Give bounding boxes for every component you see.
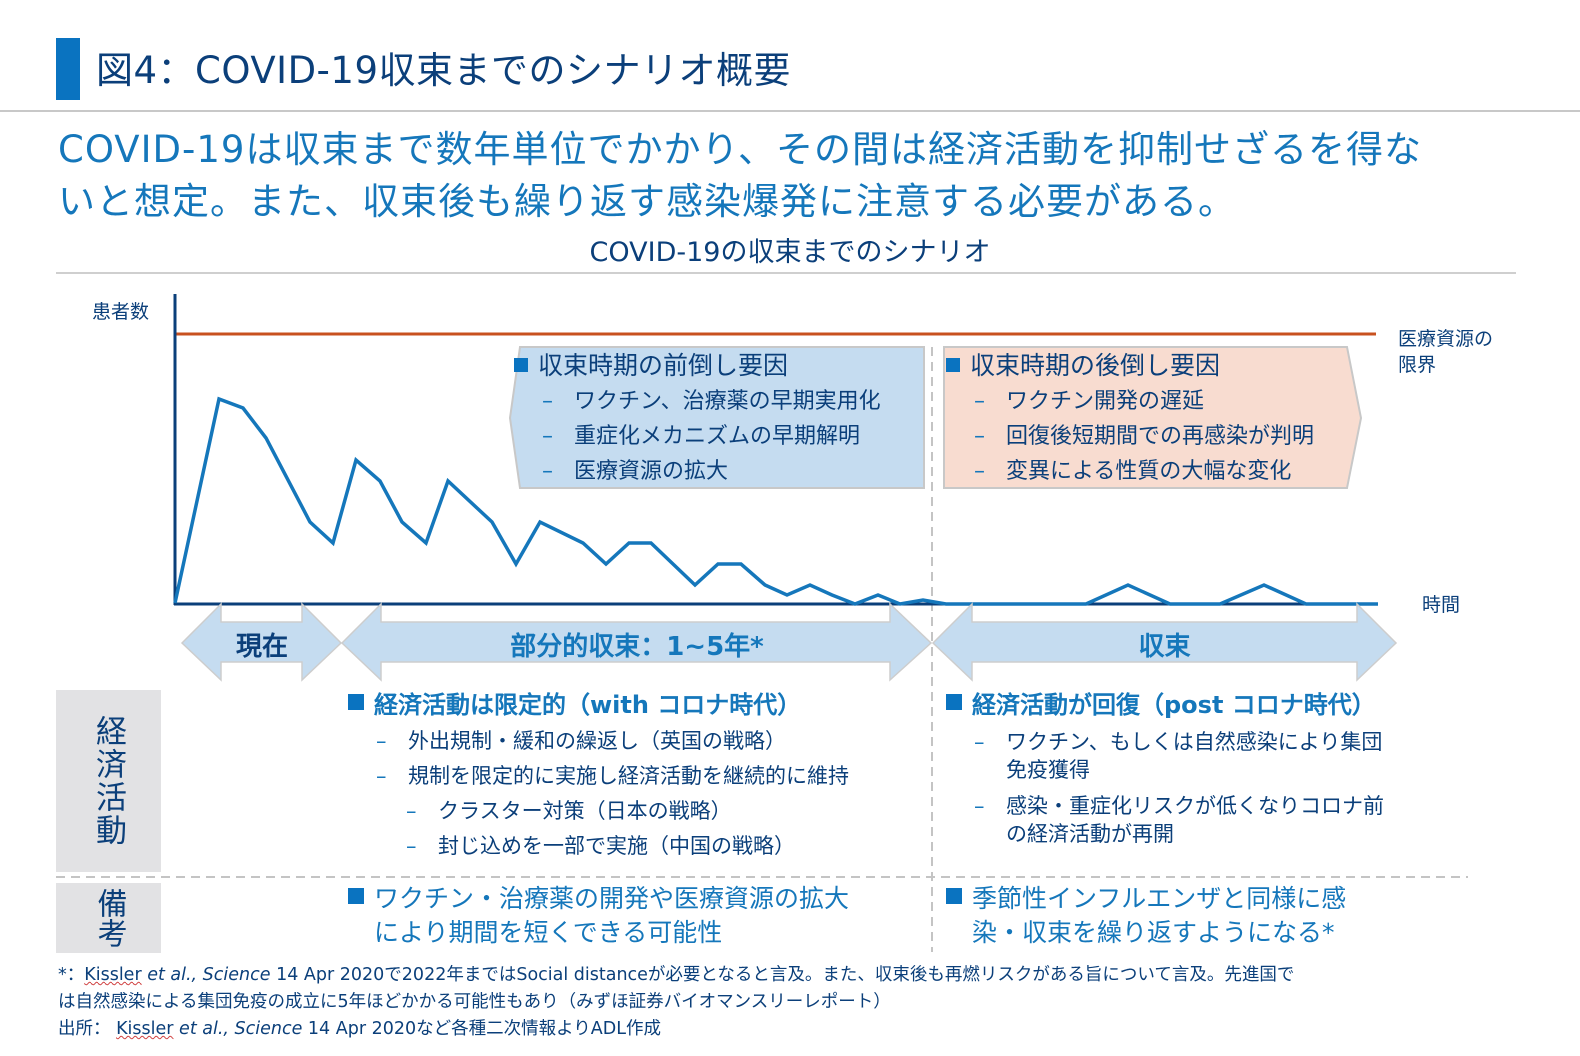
bullet-square-icon <box>514 358 528 372</box>
dash-bullet-icon: – <box>974 459 985 484</box>
dash-bullet-icon: – <box>406 834 417 858</box>
early-factors-shape <box>508 346 925 489</box>
early-factors-heading: 収束時期の前倒し要因 <box>514 348 881 384</box>
phase-label-now: 現在 <box>235 632 288 662</box>
phase-label-converged: 収束 <box>1138 632 1191 662</box>
dash-bullet-icon: – <box>974 730 985 754</box>
early-factor-item: – 医療資源の拡大 <box>514 454 881 489</box>
footnote-line-1: *：Kissler et al., Science 14 Apr 2020で20… <box>58 965 1295 985</box>
remarks-right: 季節性インフルエンザと同様に感 染・収束を繰り返すようになる* <box>946 882 1346 950</box>
footnote: *：Kissler et al., Science 14 Apr 2020で20… <box>58 962 1558 1043</box>
bullet-square-icon <box>946 358 960 372</box>
limit-label-line-2: 限界 <box>1398 354 1437 376</box>
remarks-left: ワクチン・治療薬の開発や医療資源の拡大 により期間を短くできる可能性 <box>348 882 849 950</box>
early-factor-item: – ワクチン、治療薬の早期実用化 <box>514 384 881 419</box>
lead-message: COVID-19は収束まで数年単位でかかり、その間は経済活動を抑制せざるを得な … <box>58 124 1558 228</box>
footnote-line-2: は自然感染による集団免疫の成立に5年ほどかかる可能性もあり（みずほ証券バイオマン… <box>58 992 891 1012</box>
source-line: 出所： Kissler et al., Science 14 Apr 2020な… <box>58 1019 661 1039</box>
bullet-square-icon <box>946 888 962 904</box>
title-divider <box>0 110 1580 112</box>
lead-line-2: いと想定。また、収束後も繰り返す感染爆発に注意する必要がある。 <box>58 180 1236 223</box>
late-factors: 収束時期の後倒し要因 – ワクチン開発の遅延 – 回復後短期間での再感染が判明 – 変… <box>946 348 1314 489</box>
dash-bullet-icon: – <box>542 389 553 414</box>
page-title: 図4：COVID-19収束までのシナリオ概要 <box>96 49 791 92</box>
diagram-title: COVID-19の収束までのシナリオ <box>589 237 991 268</box>
economy-left-item: – 規制を限定的に実施し経済活動を継続的に維持 <box>348 759 849 794</box>
economy-left-item: – 外出規制・緩和の繰返し（英国の戦略） <box>348 724 849 759</box>
early-factors: 収束時期の前倒し要因 – ワクチン、治療薬の早期実用化 – 重症化メカニズムの早期解… <box>514 348 881 489</box>
phase-label-partial: 部分的収束：1~5年* <box>510 632 764 662</box>
diagram-title-divider <box>56 272 1516 274</box>
dash-bullet-icon: – <box>974 424 985 449</box>
economy-with-corona: 経済活動は限定的（with コロナ時代） – 外出規制・緩和の繰返し（英国の戦略）… <box>348 686 849 864</box>
late-factors-shape <box>943 346 1363 489</box>
late-factors-heading: 収束時期の後倒し要因 <box>946 348 1314 384</box>
dash-bullet-icon: – <box>406 799 417 823</box>
y-axis-label: 患者数 <box>92 301 150 323</box>
dash-bullet-icon: – <box>542 459 553 484</box>
limit-label-line-1: 医療資源の <box>1398 328 1494 350</box>
medical-limit-label: 医療資源の 限界 <box>1398 326 1493 378</box>
late-factor-item: – 回復後短期間での再感染が判明 <box>946 419 1314 454</box>
phase-arrow-converged <box>931 602 1398 682</box>
economy-right-item: – ワクチン、もしくは自然感染により集団 免疫獲得 <box>974 730 1383 782</box>
economy-left-subitem: – クラスター対策（日本の戦略） <box>348 794 849 829</box>
row-label-economy: 経済活動 <box>56 690 161 872</box>
dash-bullet-icon: – <box>542 424 553 449</box>
bullet-square-icon <box>946 694 962 710</box>
title-accent-bar <box>56 38 80 100</box>
dash-bullet-icon: – <box>974 389 985 414</box>
dash-bullet-icon: – <box>376 764 387 788</box>
late-factor-item: – 変異による性質の大幅な変化 <box>946 454 1314 489</box>
dash-bullet-icon: – <box>376 729 387 753</box>
economy-post-corona: 経済活動が回復（post コロナ時代） – ワクチン、もしくは自然感染により集団 … <box>946 686 1384 848</box>
early-factor-item: – 重症化メカニズムの早期解明 <box>514 419 881 454</box>
phase-arrow-partial <box>340 602 933 682</box>
row-label-remarks: 備考 <box>56 883 161 953</box>
lead-line-1: COVID-19は収束まで数年単位でかかり、その間は経済活動を抑制せざるを得な <box>58 128 1422 171</box>
x-axis-label: 時間 <box>1422 594 1461 616</box>
patient-curve <box>173 396 1378 606</box>
late-factor-item: – ワクチン開発の遅延 <box>946 384 1314 419</box>
economy-left-heading: 経済活動は限定的（with コロナ時代） <box>348 686 849 724</box>
economy-right-heading: 経済活動が回復（post コロナ時代） <box>946 686 1384 724</box>
bullet-square-icon <box>348 888 364 904</box>
economy-right-item: – 感染・重症化リスクが低くなりコロナ前 の経済活動が再開 <box>974 794 1384 846</box>
economy-left-subitem: – 封じ込めを一部で実施（中国の戦略） <box>348 829 849 864</box>
bullet-square-icon <box>348 694 364 710</box>
dash-bullet-icon: – <box>974 794 985 818</box>
